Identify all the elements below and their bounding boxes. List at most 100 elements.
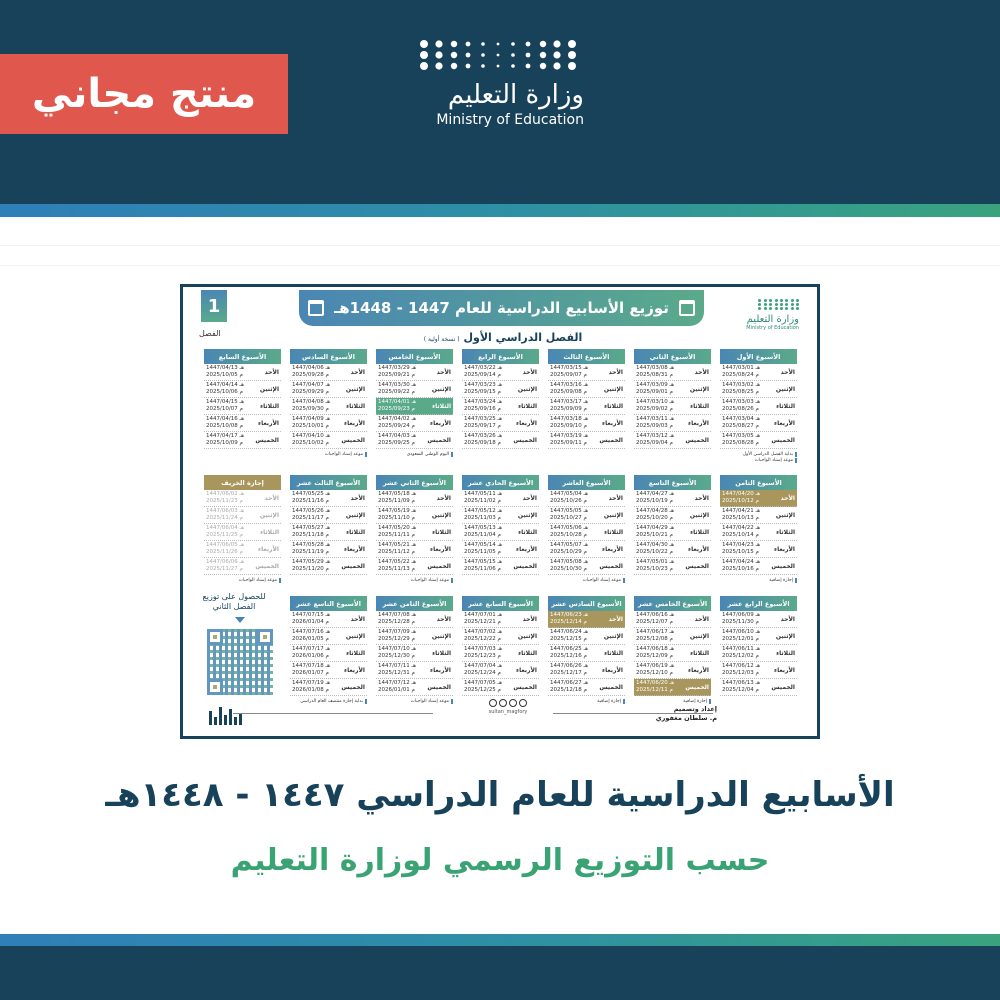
gregorian-date: 2025/09/15: [464, 389, 496, 395]
gregorian-suffix: م: [755, 372, 759, 378]
day-name: الخميس: [513, 562, 537, 570]
arrow-down-icon: [235, 617, 245, 623]
gregorian-suffix: م: [583, 515, 587, 521]
day-row: الأربعاء 1447/05/07 هـ 2025/10/29 م: [548, 541, 625, 558]
week-header: الأسبوع السادس عشر: [548, 596, 625, 611]
week-notes: موعد إسناد الواجبات: [290, 452, 367, 457]
day-name: الإثنين: [689, 385, 709, 393]
day-name: الإثنين: [259, 511, 279, 519]
day-dates: 1447/03/22 هـ 2025/09/14 م: [464, 365, 502, 379]
day-row: الثلاثاء 1447/07/10 هـ 2025/12/30 م: [376, 645, 453, 662]
day-name: الأربعاء: [258, 545, 279, 553]
gregorian-date: 2025/11/20: [292, 566, 324, 572]
hijri-date: 1447/06/19: [636, 663, 668, 669]
gregorian-suffix: م: [583, 498, 587, 504]
gradient-strip-top: [0, 204, 1000, 217]
social-icon[interactable]: [489, 699, 497, 707]
hijri-suffix: هـ: [325, 646, 330, 652]
gregorian-date: 2025/11/10: [378, 515, 410, 521]
day-dates: 1447/06/13 هـ 2025/12/04 م: [722, 680, 760, 694]
day-name: الإثنين: [775, 632, 795, 640]
day-row: الثلاثاء 1447/04/01 هـ 2025/09/23 م: [376, 398, 453, 415]
hijri-date: 1447/05/07: [550, 542, 582, 548]
gregorian-date: 2025/12/30: [378, 653, 410, 659]
hijri-suffix: هـ: [755, 399, 760, 405]
day-dates: 1447/04/27 هـ 2025/10/19 م: [636, 491, 674, 505]
day-name: الأربعاء: [344, 419, 365, 427]
gregorian-date: 2025/12/03: [722, 670, 754, 676]
day-name: الأحد: [608, 615, 623, 623]
hijri-date: 1447/04/30: [636, 542, 668, 548]
week-card: الأسبوع التاسع الأحد 1447/04/27 هـ 2025/10/…: [634, 475, 711, 575]
day-name: الأربعاء: [344, 666, 365, 674]
hijri-date: 1447/05/21: [378, 542, 410, 548]
qr-code[interactable]: [207, 629, 273, 695]
day-dates: 1447/05/27 هـ 2025/11/18 م: [292, 525, 330, 539]
hijri-date: 1447/04/20: [722, 491, 754, 497]
hijri-suffix: هـ: [583, 680, 588, 686]
day-dates: 1447/04/20 هـ 2025/10/12 م: [722, 491, 760, 505]
day-row: الأربعاء 1447/05/21 هـ 2025/11/12 م: [376, 541, 453, 558]
gregorian-suffix: م: [411, 687, 415, 693]
day-name: الأربعاء: [688, 419, 709, 427]
week-header: الأسبوع الخامس عشر: [634, 596, 711, 611]
day-name: الإثنين: [775, 385, 795, 393]
social-icon[interactable]: [519, 699, 527, 707]
hijri-date: 1447/03/29: [378, 365, 410, 371]
gregorian-date: 2025/09/18: [464, 440, 496, 446]
day-name: الخميس: [685, 562, 709, 570]
day-dates: 1447/04/07 هـ 2025/09/29 م: [292, 382, 330, 396]
gregorian-suffix: م: [325, 498, 329, 504]
day-dates: 1447/03/23 هـ 2025/09/15 م: [464, 382, 502, 396]
day-dates: 1447/04/15 هـ 2025/10/07 م: [206, 399, 244, 413]
hijri-suffix: هـ: [583, 382, 588, 388]
gregorian-suffix: م: [755, 406, 759, 412]
day-dates: 1447/03/25 هـ 2025/09/17 م: [464, 416, 502, 430]
day-dates: 1447/03/09 هـ 2025/09/01 م: [636, 382, 674, 396]
social-icon[interactable]: [509, 699, 517, 707]
gregorian-suffix: م: [755, 653, 759, 659]
day-row: الأربعاء 1447/06/05 هـ 2025/11/26 م: [204, 541, 281, 558]
gregorian-suffix: م: [411, 515, 415, 521]
hijri-date: 1447/04/13: [206, 365, 238, 371]
gregorian-date: 2026/01/07: [292, 670, 324, 676]
gregorian-date: 2025/11/17: [292, 515, 324, 521]
week-header: الأسبوع الرابع عشر: [720, 596, 797, 611]
day-name: الأحد: [436, 615, 451, 623]
week-note: موعد إسناد الواجبات: [290, 452, 367, 457]
hijri-suffix: هـ: [411, 612, 416, 618]
hijri-suffix: هـ: [239, 559, 244, 565]
day-dates: 1447/04/14 هـ 2025/10/06 م: [206, 382, 244, 396]
day-row: الأحد 1447/07/01 هـ 2025/12/21 م: [462, 611, 539, 628]
gregorian-date: 2025/10/30: [550, 566, 582, 572]
day-dates: 1447/03/17 هـ 2025/09/09 م: [550, 399, 588, 413]
hijri-date: 1447/07/12: [378, 680, 410, 686]
gregorian-date: 2025/10/07: [206, 406, 238, 412]
hijri-suffix: هـ: [325, 612, 330, 618]
week-note: موعد إسناد الواجبات: [376, 578, 453, 583]
day-row: الإثنين 1447/03/30 هـ 2025/09/22 م: [376, 381, 453, 398]
gregorian-suffix: م: [755, 636, 759, 642]
hijri-date: 1447/04/08: [292, 399, 324, 405]
gregorian-date: 2025/10/16: [722, 566, 754, 572]
day-name: الخميس: [341, 436, 365, 444]
gregorian-date: 2025/11/30: [722, 619, 754, 625]
hijri-date: 1447/05/05: [550, 508, 582, 514]
hijri-suffix: هـ: [669, 525, 674, 531]
day-name: الثلاثاء: [432, 528, 451, 536]
day-row: الإثنين 1447/05/12 هـ 2025/11/03 م: [462, 507, 539, 524]
gregorian-suffix: م: [239, 532, 243, 538]
week-notes: اليوم الوطني السعودي: [376, 452, 453, 457]
gregorian-suffix: م: [239, 498, 243, 504]
day-name: الثلاثاء: [432, 649, 451, 657]
day-name: الخميس: [685, 436, 709, 444]
calendar-icon: [308, 300, 325, 316]
hijri-date: 1447/07/18: [292, 663, 324, 669]
day-name: الأربعاء: [258, 419, 279, 427]
hijri-date: 1447/04/22: [722, 525, 754, 531]
day-name: الثلاثاء: [690, 649, 709, 657]
gregorian-suffix: م: [755, 619, 759, 625]
day-name: الأحد: [780, 494, 795, 502]
social-icon[interactable]: [499, 699, 507, 707]
gregorian-date: 2025/11/13: [378, 566, 410, 572]
